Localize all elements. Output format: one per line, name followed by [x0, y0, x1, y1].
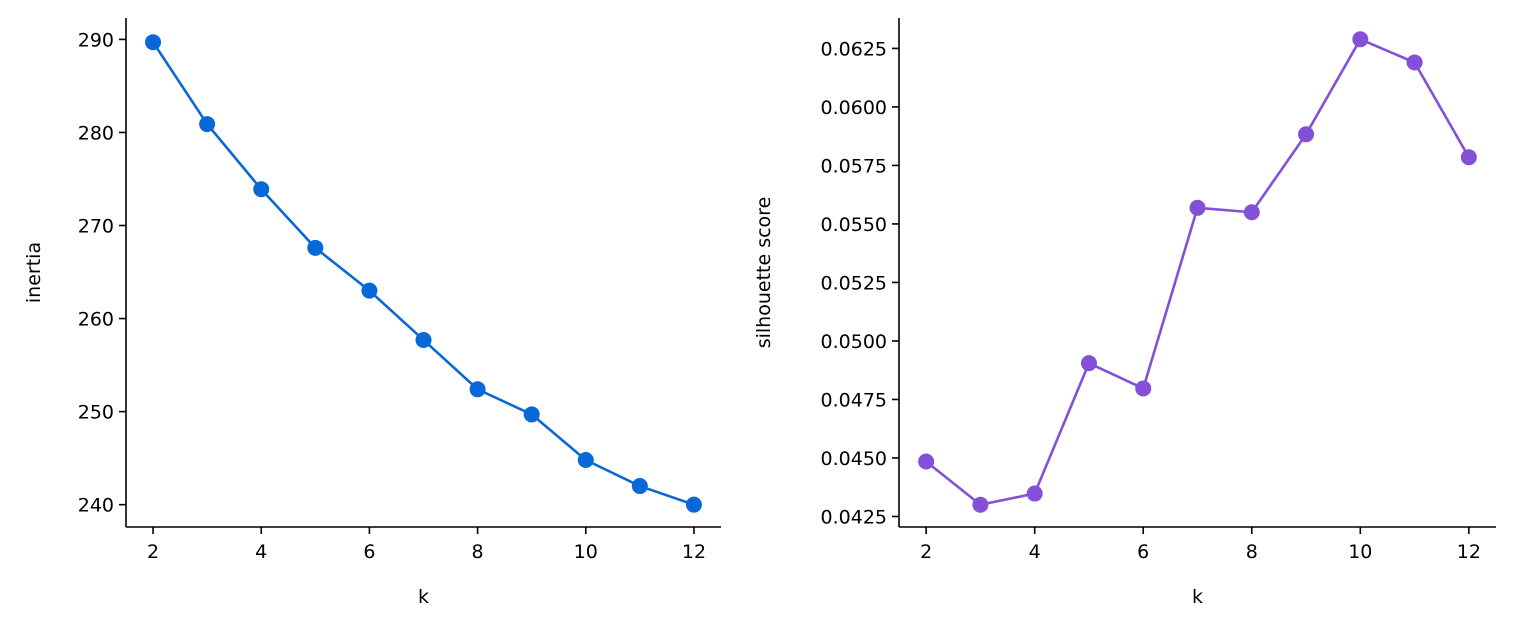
x-tick-label: 4 [255, 541, 267, 563]
x-tick-label: 12 [1457, 541, 1481, 563]
data-point [1352, 31, 1369, 48]
data-point [145, 34, 162, 51]
data-point [469, 381, 486, 398]
y-tick-label: 270 [78, 216, 114, 238]
x-tick-label: 6 [1137, 541, 1149, 563]
y-axis-label: inertia [23, 242, 45, 303]
data-point [631, 478, 648, 495]
x-tick-label: 10 [1348, 541, 1372, 563]
data-point [972, 496, 989, 513]
data-point [361, 282, 378, 299]
x-tick-label: 8 [472, 541, 484, 563]
y-tick-label: 0.0475 [821, 389, 887, 411]
data-point [685, 496, 702, 513]
data-point [253, 181, 270, 198]
series-line [925, 37, 1470, 507]
data-point [1189, 199, 1206, 216]
y-tick-label: 280 [78, 122, 114, 144]
x-tick-label: 8 [1246, 541, 1258, 563]
data-point [1298, 126, 1315, 143]
y-tick-label: 0.0575 [821, 155, 887, 177]
y-tick-label: 0.0425 [821, 506, 887, 528]
x-tick-label: 6 [363, 541, 375, 563]
y-tick-label: 260 [78, 309, 114, 331]
data-point [415, 331, 432, 348]
y-tick-label: 250 [78, 402, 114, 424]
data-point [577, 452, 594, 469]
series-line [151, 41, 695, 506]
data-point [1460, 149, 1477, 166]
x-axis-label: k [1192, 586, 1203, 608]
data-point [523, 406, 540, 423]
data-point [307, 239, 324, 256]
x-tick-label: 2 [147, 541, 159, 563]
data-point [918, 453, 935, 470]
x-tick-label: 2 [920, 541, 932, 563]
y-tick-label: 0.0625 [821, 38, 887, 60]
x-tick-label: 4 [1029, 541, 1041, 563]
data-point [1243, 204, 1260, 221]
data-point [1080, 355, 1097, 372]
x-tick-label: 12 [682, 541, 706, 563]
y-tick-label: 0.0525 [821, 272, 887, 294]
x-axis-label: k [418, 586, 429, 608]
data-point [199, 116, 216, 133]
y-tick-label: 0.0500 [821, 331, 887, 353]
data-point [1026, 485, 1043, 502]
y-axis-label: silhouette score [753, 197, 775, 349]
chart-panel-1: 2 4 6 8 10 12 240 250 260 270 280 290 k inertia [23, 18, 721, 608]
data-point [1135, 380, 1152, 397]
y-tick-label: 0.0550 [821, 214, 887, 236]
y-tick-label: 0.0450 [821, 448, 887, 470]
x-tick-label: 10 [574, 541, 598, 563]
y-tick-label: 0.0600 [821, 97, 887, 119]
chart-panel-2: 2 4 6 8 10 12 0.0425 0.0450 0.0475 0.0500 0.0525 0.… [753, 18, 1496, 608]
y-tick-label: 290 [78, 29, 114, 51]
y-tick-label: 240 [78, 495, 114, 517]
data-point [1406, 54, 1423, 71]
